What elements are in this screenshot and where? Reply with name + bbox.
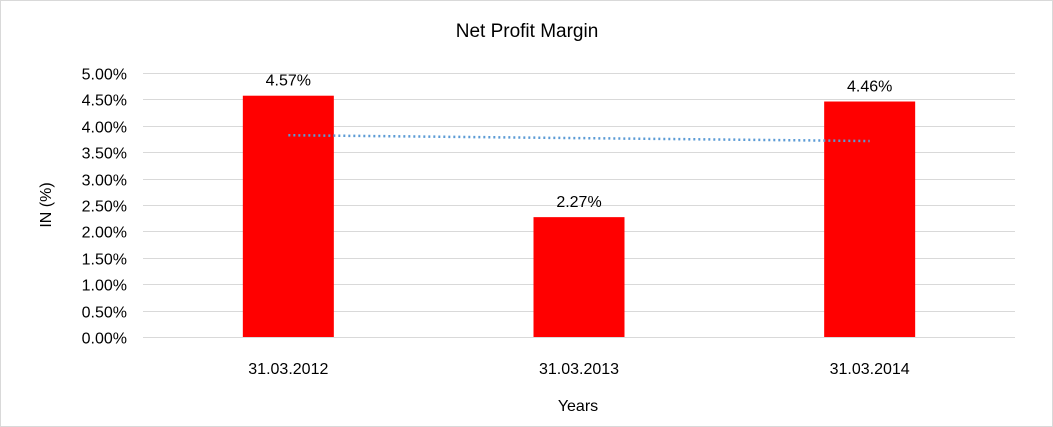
y-tick-label: 3.00%: [82, 173, 127, 190]
y-tick-label: 4.00%: [82, 120, 127, 137]
y-tick-label: 2.00%: [82, 225, 127, 242]
y-tick-label: 4.50%: [82, 93, 127, 110]
trendline-line: [288, 133, 870, 143]
x-tick-label: 31.03.2012: [248, 361, 328, 378]
data-labels: 4.57% 2.27% 4.46%: [266, 73, 893, 211]
y-tick-label: 0.00%: [82, 331, 127, 348]
bar: [533, 217, 625, 337]
x-axis-ticks: 31.03.2012 31.03.2013 31.03.2014: [248, 361, 910, 378]
y-tick-label: 1.00%: [82, 278, 127, 295]
y-axis-ticks: 0.00% 0.50% 1.00% 1.50% 2.00% 2.50% 3.00% 3.50%…: [82, 67, 127, 348]
y-tick-label: 0.50%: [82, 305, 127, 322]
y-axis-label: IN (%): [38, 182, 55, 227]
chart-title: Net Profit Margin: [456, 21, 599, 42]
x-tick-label: 31.03.2013: [539, 361, 619, 378]
y-tick-label: 2.50%: [82, 199, 127, 216]
y-tick-label: 5.00%: [82, 67, 127, 84]
x-axis-label: Years: [558, 398, 598, 415]
data-label: 2.27%: [556, 194, 601, 211]
bar: [824, 101, 916, 338]
data-label: 4.46%: [847, 79, 892, 96]
y-tick-label: 1.50%: [82, 252, 127, 269]
data-label: 4.57%: [266, 73, 311, 90]
y-tick-label: 3.50%: [82, 146, 127, 163]
bar: [242, 95, 334, 337]
x-tick-label: 31.03.2014: [830, 361, 910, 378]
trendline: [288, 133, 870, 143]
